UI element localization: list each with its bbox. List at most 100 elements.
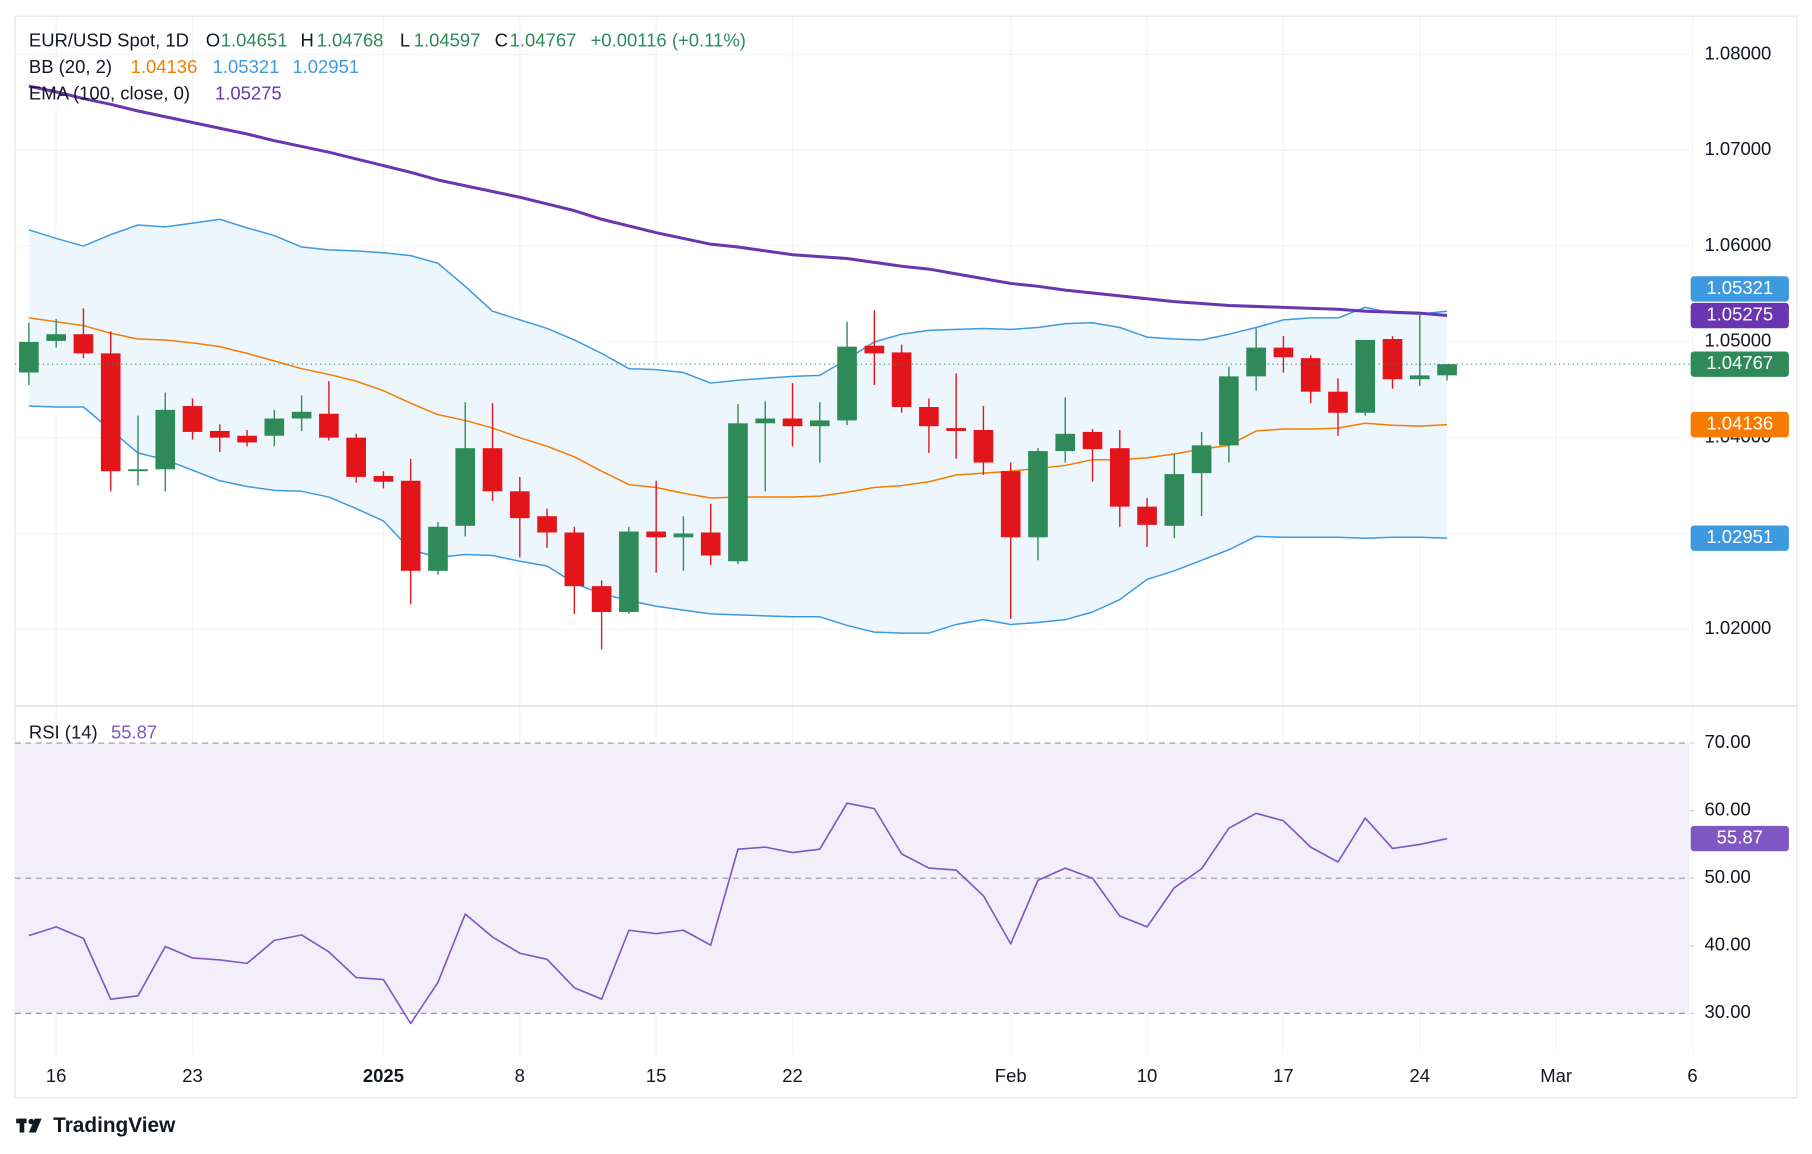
x-tick-label: Feb — [995, 1065, 1027, 1086]
price-box — [1690, 302, 1789, 329]
x-tick-label: Mar — [1540, 1065, 1572, 1086]
y-tick-label: 70.00 — [1705, 731, 1751, 752]
candle-body — [728, 423, 748, 562]
candle-body — [809, 420, 830, 427]
ohlc-value: 1.04767 — [510, 29, 577, 50]
indicator-value: 1.04136 — [131, 56, 198, 77]
indicator-value: 1.05275 — [215, 83, 282, 104]
bb-line — [28, 405, 1448, 634]
candle-body — [1164, 474, 1185, 526]
candle-body — [946, 428, 966, 431]
candle-body — [373, 475, 394, 482]
price-box-label: 1.05275 — [1706, 303, 1773, 324]
candle-body — [891, 352, 912, 408]
candle-body — [1055, 433, 1076, 452]
candle-body — [209, 430, 230, 438]
y-tick-label: 30.00 — [1705, 1001, 1751, 1022]
ohlc-label: O — [206, 29, 220, 50]
y-tick-label: 1.08000 — [1705, 42, 1772, 63]
change: +0.00116 (+0.11%) — [591, 29, 746, 50]
plot: 1623202581522Feb101724Mar61.020001.03000… — [15, 16, 1789, 1086]
brand: TradingView — [53, 1114, 176, 1137]
candle-body — [19, 341, 39, 373]
candle-body — [1191, 445, 1212, 474]
candle-body — [1246, 347, 1266, 377]
candle-body — [182, 406, 203, 432]
candle-body — [128, 469, 148, 472]
candle-body — [346, 437, 366, 477]
price-box-label: 1.05321 — [1706, 277, 1773, 298]
x-tick-label: 22 — [782, 1065, 803, 1086]
price-box — [1690, 351, 1789, 377]
logo-dot — [28, 1118, 34, 1125]
candle-body — [1328, 391, 1348, 413]
logo — [16, 1118, 42, 1133]
indicator-name: EMA (100, close, 0) — [29, 83, 190, 104]
candle-body — [591, 586, 612, 613]
candle-body — [564, 532, 585, 587]
candle-body — [400, 480, 421, 571]
candle-body — [100, 353, 121, 472]
candle-body — [755, 418, 776, 424]
candle-body — [1300, 358, 1321, 392]
price-box-label: 1.02951 — [1706, 526, 1773, 547]
candle-body — [428, 526, 448, 571]
candle-body — [782, 418, 803, 427]
logo-slash — [28, 1118, 42, 1133]
candle-body — [291, 411, 312, 419]
candle-body — [319, 413, 339, 438]
candle-body — [1437, 364, 1457, 376]
x-tick-label: 2025 — [363, 1065, 404, 1086]
candle-body — [619, 531, 639, 613]
candle-body — [646, 531, 666, 538]
x-tick-label: 16 — [46, 1065, 67, 1086]
y-tick-label: 1.02000 — [1705, 617, 1772, 638]
ohlc-value: 1.04768 — [317, 29, 384, 50]
candle-body — [1109, 448, 1130, 507]
x-tick-label: 6 — [1687, 1065, 1697, 1086]
candle-body — [1355, 339, 1376, 413]
candle-body — [509, 491, 530, 519]
candle-body — [700, 532, 721, 556]
candle-body — [1409, 375, 1430, 380]
candle-body — [46, 334, 66, 341]
logo-stem — [19, 1118, 25, 1133]
candle-body — [1028, 451, 1048, 538]
indicator-value: 1.05321 — [213, 56, 280, 77]
ohlc-label: H — [300, 29, 313, 50]
x-tick-label: 10 — [1137, 1065, 1158, 1086]
indicator-name: RSI (14) — [29, 722, 98, 743]
bb-line — [28, 218, 1448, 384]
candle-body — [837, 346, 857, 421]
candle-body — [264, 418, 285, 436]
candle-body — [155, 409, 176, 470]
x-tick-label: 15 — [646, 1065, 667, 1086]
ohlc-value: 1.04651 — [221, 29, 288, 50]
candle-body — [1382, 339, 1403, 380]
candle-body — [673, 533, 694, 538]
y-tick-label: 50.00 — [1705, 866, 1751, 887]
y-tick-label: 40.00 — [1705, 934, 1751, 955]
price-box — [1690, 525, 1789, 551]
y-tick-label: 1.05000 — [1705, 330, 1772, 351]
indicator-name: BB (20, 2) — [29, 56, 112, 77]
price-box-label: 1.04136 — [1706, 413, 1773, 434]
chart-title: EUR/USD Spot, 1D — [29, 29, 189, 50]
y-tick-label: 1.06000 — [1705, 234, 1772, 255]
candle-body — [1219, 376, 1239, 446]
candle-body — [1082, 431, 1103, 450]
rsi-box-label: 55.87 — [1717, 826, 1763, 847]
x-tick-label: 24 — [1410, 1065, 1431, 1086]
candle-body — [973, 430, 994, 463]
frame — [14, 15, 1798, 1099]
indicator-value: 55.87 — [111, 722, 157, 743]
y-tick-label: 60.00 — [1705, 799, 1751, 820]
candle-body — [1000, 471, 1021, 538]
ema-line — [28, 84, 1448, 318]
candle-body — [537, 516, 557, 533]
candle-body — [919, 407, 939, 427]
candle-body — [482, 448, 503, 492]
candle-body — [73, 334, 94, 354]
price-box — [1690, 276, 1789, 302]
